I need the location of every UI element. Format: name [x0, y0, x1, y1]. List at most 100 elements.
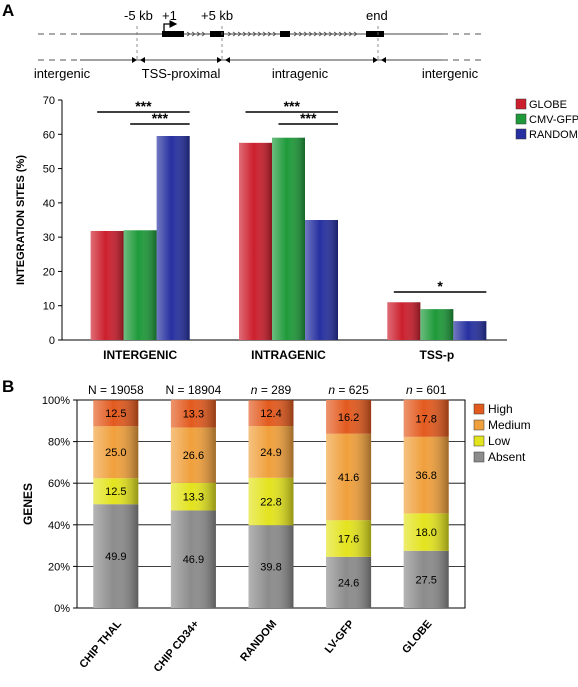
legend-swatch [515, 98, 527, 110]
category-label: TSS-p [419, 348, 454, 362]
y-tick-label: 60 [43, 129, 55, 141]
y-tick-label: 40 [43, 198, 55, 210]
category-label: RANDOM [238, 618, 279, 664]
bar-shading [156, 136, 190, 340]
segment-shading [93, 504, 139, 608]
y-tick-label: 30 [43, 232, 55, 244]
legend-label: Low [488, 434, 510, 448]
sample-count: n = 601 [406, 383, 447, 397]
segment-shading [403, 399, 449, 437]
segment-shading [403, 436, 449, 514]
legend-label: GLOBE [529, 99, 567, 111]
segment-shading [170, 399, 216, 428]
segment-shading [326, 556, 372, 608]
bar-shading [123, 230, 157, 340]
segment-shading [93, 400, 139, 427]
segment-shading [248, 525, 294, 608]
legend-swatch [473, 419, 485, 431]
segment-value: 12.4 [260, 408, 281, 420]
marker-end: end [366, 8, 388, 23]
y-tick-label: 100% [42, 395, 70, 407]
y-tick-label: 0 [49, 335, 55, 347]
segment-value: 16.2 [338, 412, 359, 424]
segment-value: 49.9 [105, 551, 126, 563]
sample-count: n = 289 [251, 383, 292, 397]
exon [162, 31, 184, 37]
segment-value: 22.8 [260, 497, 281, 509]
segment-value: 18.0 [415, 527, 436, 539]
exon [210, 31, 224, 37]
bar-shading [305, 220, 338, 340]
gene-expression-chart: 0% 20% 40% 60% 80% 100% GENES 49.9 12.5 25.0 12.5 N… [21, 383, 531, 675]
bar-shading [272, 137, 305, 340]
significance-label: *** [300, 110, 317, 126]
category-label: CHIP CD34+ [152, 618, 202, 675]
bar-shading [387, 302, 421, 340]
bar-shading [239, 142, 272, 340]
segment-shading [248, 400, 294, 426]
segment-shading [93, 426, 139, 479]
bar-shading [90, 230, 124, 340]
marker-plus5kb: +5 kb [201, 8, 233, 23]
segment-value: 24.6 [338, 577, 359, 589]
region-tss-proximal: TSS-proximal [142, 66, 221, 81]
gene-map: -5 kb +1 +5 kb end [34, 8, 484, 81]
category-label: CHIP THAL [77, 618, 124, 671]
y-tick-label: 80% [48, 437, 70, 449]
significance-label: *** [135, 98, 152, 114]
legend-swatch [473, 435, 485, 447]
bar-shading [453, 321, 487, 340]
segment-value: 17.8 [415, 413, 436, 425]
y-tick-label: 20 [43, 266, 55, 278]
segment-value: 41.6 [338, 472, 359, 484]
legend-label: RANDOM [529, 129, 578, 141]
panel-a-label: A [2, 1, 14, 20]
segment-shading [326, 520, 372, 557]
segment-shading [170, 482, 216, 511]
sample-count: n = 625 [328, 383, 369, 397]
category-label: INTERGENIC [103, 348, 177, 362]
integration-sites-chart: 0 10 20 30 40 50 60 70 INTEGRATION SITES (%) INTE… [15, 95, 578, 362]
category-label: INTRAGENIC [251, 348, 326, 362]
segment-value: 12.5 [105, 408, 126, 420]
legend-label: CMV-GFP [529, 114, 578, 126]
significance-label: * [437, 278, 443, 294]
segment-value: 13.3 [183, 492, 204, 504]
sample-count: N = 18904 [166, 383, 222, 397]
legend-label: Absent [488, 450, 526, 464]
region-arrowheads [132, 57, 386, 63]
segment-value: 27.5 [415, 574, 436, 586]
exon [366, 31, 384, 37]
exon [280, 31, 290, 37]
segment-value: 25.0 [105, 447, 126, 459]
tss-arrow-icon [163, 20, 178, 32]
segment-shading [326, 400, 372, 434]
y-axis-title: INTEGRATION SITES (%) [15, 155, 27, 285]
legend-swatch [473, 451, 485, 463]
category-label: GLOBE [400, 618, 434, 656]
intron-chevrons [186, 31, 358, 37]
segment-shading [403, 513, 449, 551]
segment-value: 17.6 [338, 534, 359, 546]
segment-value: 13.3 [183, 409, 204, 421]
legend-label: High [488, 402, 513, 416]
sample-count: N = 19058 [88, 383, 144, 397]
significance-label: *** [152, 110, 169, 126]
region-intergenic-right: intergenic [422, 66, 479, 81]
segment-shading [170, 510, 216, 608]
legend-swatch [473, 403, 485, 415]
y-tick-label: 0% [54, 603, 70, 615]
segment-value: 39.8 [260, 562, 281, 574]
bar-shading [420, 309, 454, 340]
panel-b-label: B [2, 377, 14, 396]
legend-label: Medium [488, 418, 531, 432]
segment-shading [170, 427, 216, 483]
category-label: LV-GFP [323, 618, 357, 656]
region-intragenic: intragenic [272, 66, 329, 81]
y-tick-label: 10 [43, 301, 55, 313]
segment-value: 26.6 [183, 450, 204, 462]
y-axis-title: GENES [21, 483, 35, 525]
segment-shading [403, 550, 449, 608]
segment-value: 12.5 [105, 486, 126, 498]
